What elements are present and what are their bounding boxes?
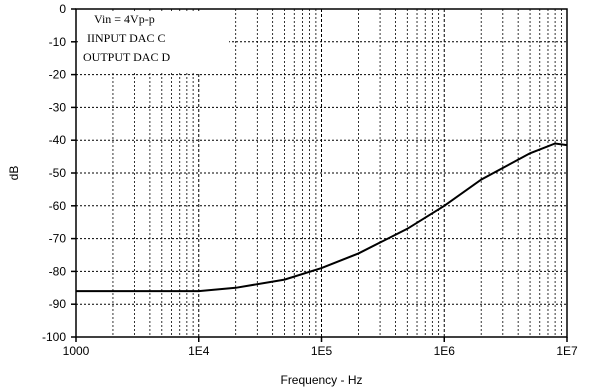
ticks	[71, 8, 568, 342]
y-tick-label: -50	[49, 166, 67, 180]
x-tick-label: 1E7	[556, 344, 578, 358]
annotation-input-dac: IINPUT DAC C	[87, 31, 165, 45]
y-axis-label: dB	[7, 166, 21, 181]
y-tick-label: -60	[49, 199, 67, 213]
y-tick-label: -30	[49, 100, 67, 114]
y-tick-label: -40	[49, 133, 67, 147]
annotation-output-dac: OUTPUT DAC D	[83, 50, 170, 64]
x-tick-label: 1E5	[311, 344, 333, 358]
x-tick-label: 1000	[63, 344, 90, 358]
annotation-box	[79, 11, 229, 73]
y-tick-label: -90	[49, 297, 67, 311]
x-tick-label: 1E4	[188, 344, 210, 358]
y-tick-label: -80	[49, 264, 67, 278]
x-tick-label: 1E6	[434, 344, 456, 358]
grid	[76, 9, 567, 337]
y-tick-label: -70	[49, 232, 67, 246]
y-tick-label: -100	[42, 330, 66, 344]
x-axis-label: Frequency - Hz	[280, 373, 362, 387]
y-tick-label: -20	[49, 68, 67, 82]
series-line	[76, 142, 568, 293]
y-tick-label: 0	[59, 2, 66, 16]
annotation-vin: Vin = 4Vp-p	[94, 12, 155, 26]
y-tick-label: -10	[49, 35, 67, 49]
